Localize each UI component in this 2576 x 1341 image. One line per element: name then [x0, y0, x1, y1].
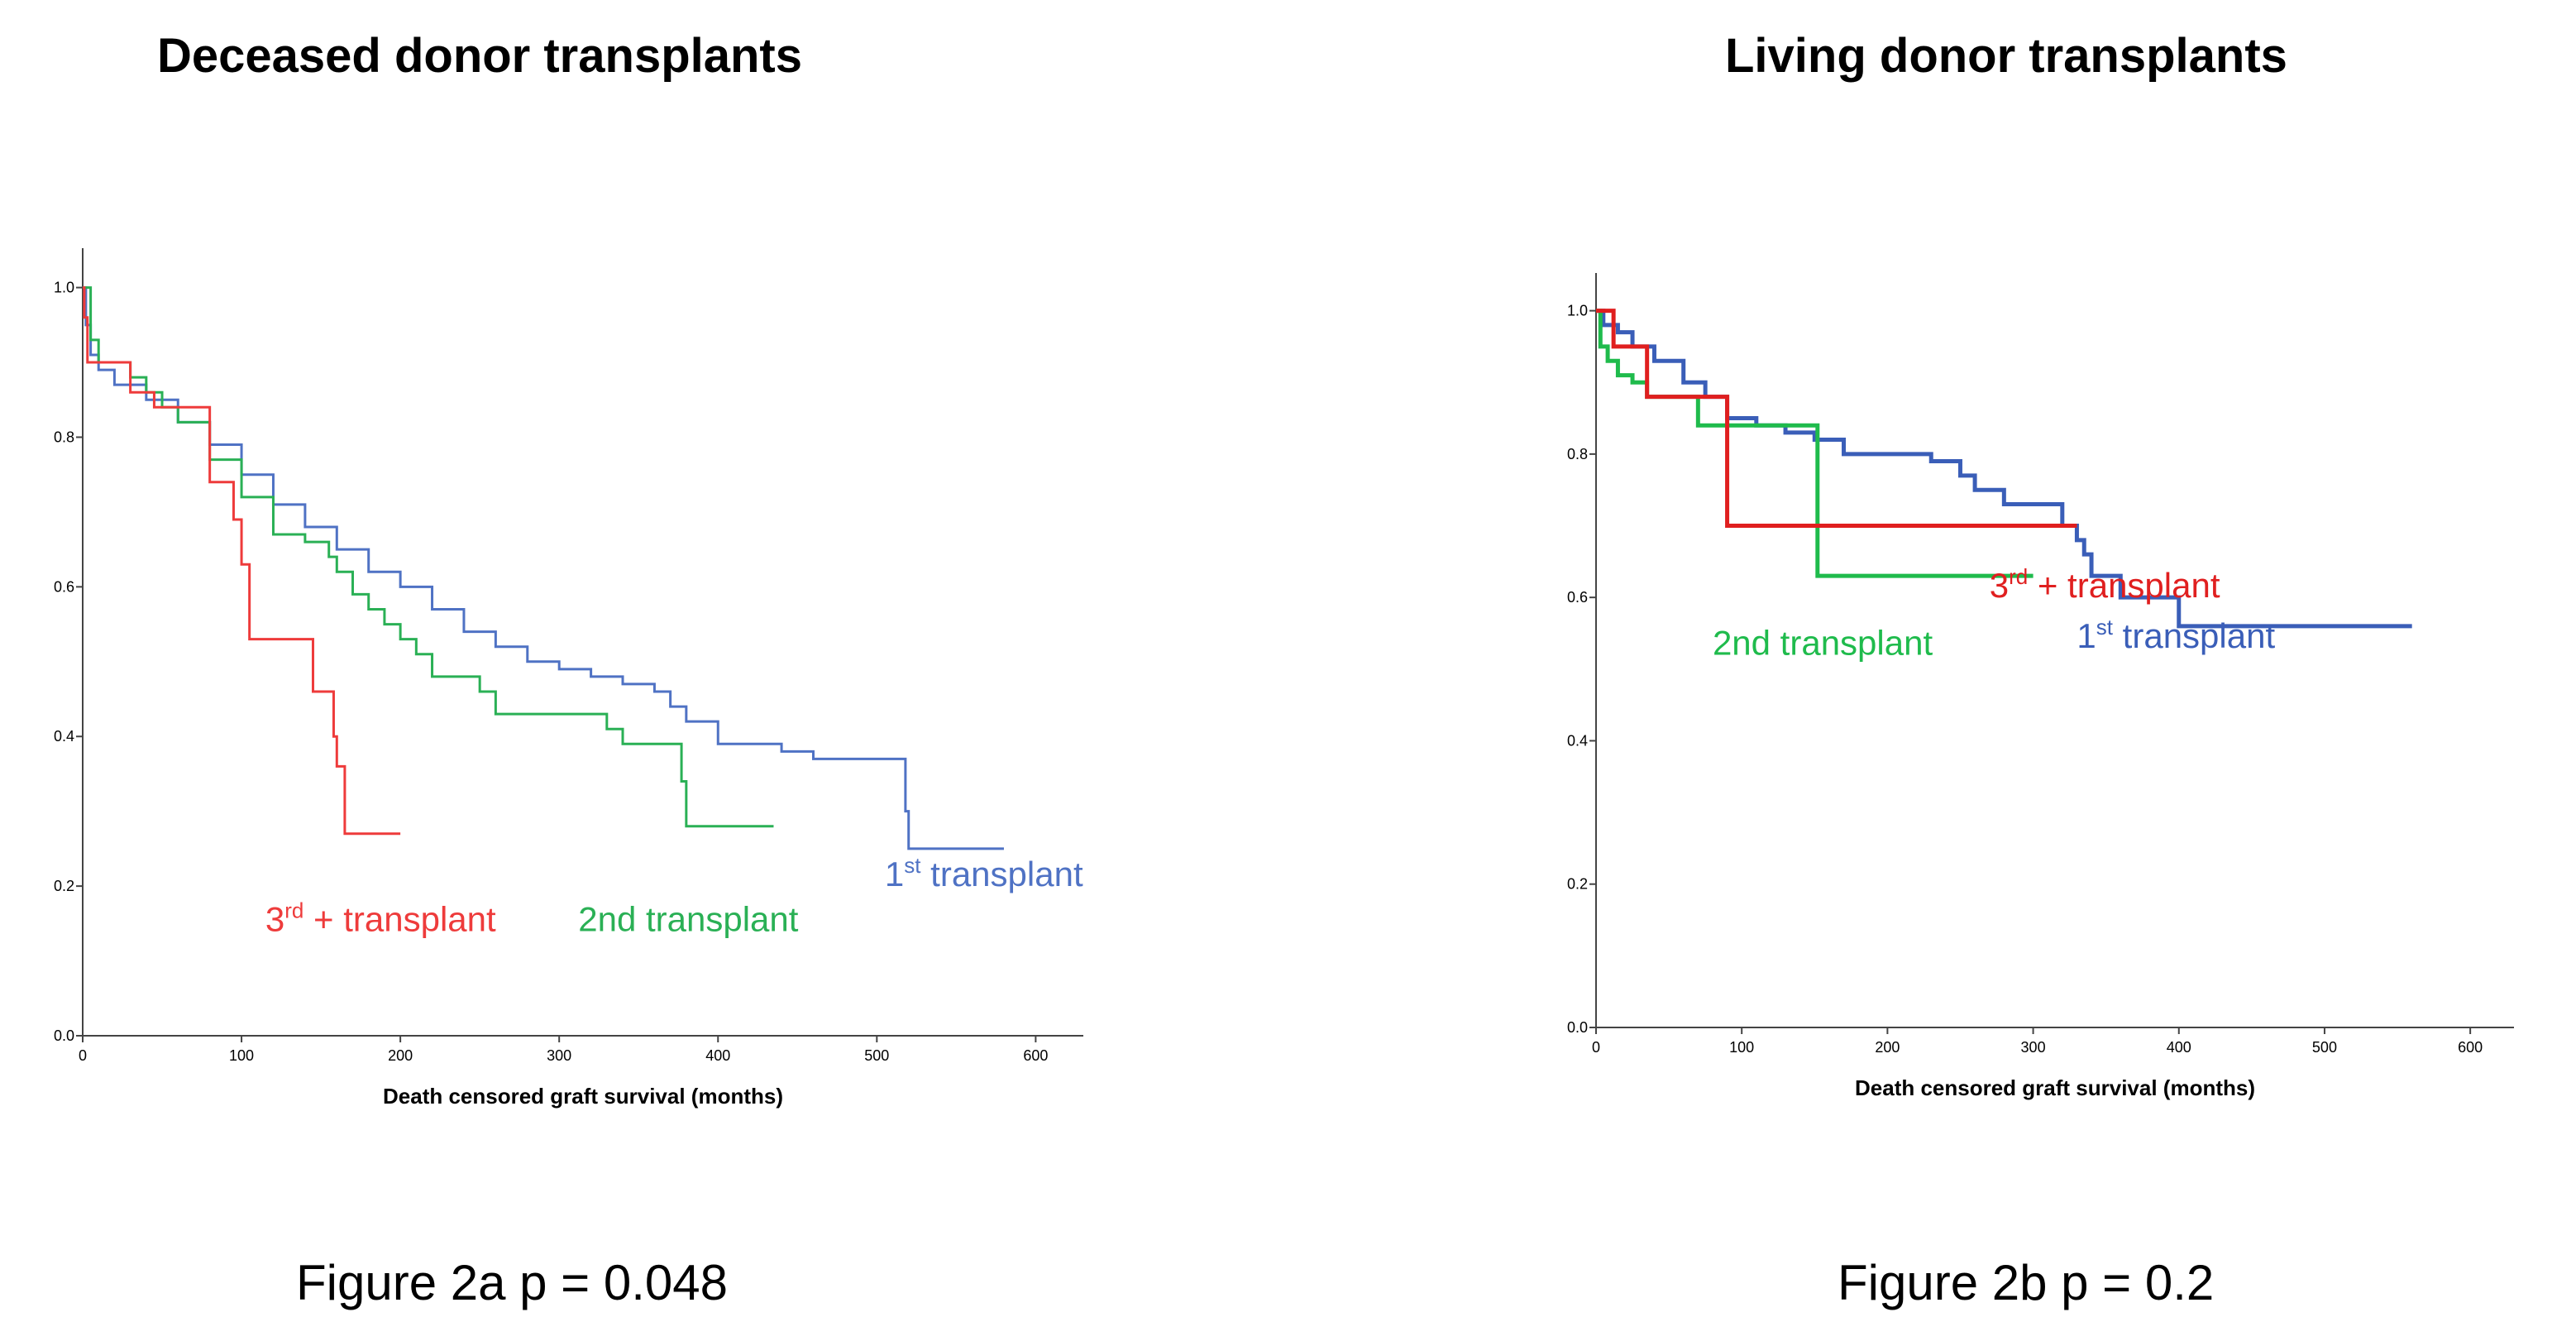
series-line-2nd-transplant [1596, 309, 2034, 578]
x-tick-label: 400 [2167, 1039, 2191, 1056]
panel-a-caption: Figure 2a p = 0.048 [296, 1255, 729, 1310]
x-axis-label: Death censored graft survival (months) [1855, 1075, 2255, 1100]
y-tick-label: 0.4 [54, 728, 74, 745]
chart-living-donor: 0.0 0.2 0.4 0.6 0.8 1.0 0 100 200 300 400 500 600 Dea… [1567, 273, 2514, 1100]
y-tick-label: 0.0 [1567, 1019, 1588, 1036]
series-label: 1st transplant [2077, 615, 2275, 655]
y-tick-label: 0.6 [54, 578, 74, 595]
series-label: 3rd + transplant [1990, 564, 2220, 605]
panel-a-title: Deceased donor transplants [157, 29, 802, 83]
x-tick-label: 0 [1592, 1039, 1600, 1056]
series-line-1st-transplant [83, 286, 1004, 850]
y-tick-label: 0.8 [1567, 446, 1588, 462]
x-tick-label: 500 [2312, 1039, 2337, 1056]
x-tick-label: 500 [864, 1047, 889, 1064]
y-tick-label: 0.4 [1567, 732, 1588, 749]
series-line-3rd-transplant [83, 286, 401, 836]
x-tick-label: 300 [2021, 1039, 2046, 1056]
x-tick-label: 600 [1023, 1047, 1048, 1064]
x-tick-label: 200 [388, 1047, 413, 1064]
series-line-2nd-transplant [83, 286, 774, 828]
panel-b-caption: Figure 2b p = 0.2 [1838, 1255, 2215, 1310]
series-line-1st-transplant [1596, 309, 2412, 629]
y-tick-label: 1.0 [54, 280, 74, 296]
y-tick-label: 1.0 [1567, 303, 1588, 319]
series-label: 3rd + transplant [265, 898, 496, 938]
panel-b-title: Living donor transplants [1725, 29, 2287, 83]
x-tick-label: 100 [229, 1047, 254, 1064]
x-tick-label: 0 [79, 1047, 87, 1064]
x-tick-label: 300 [547, 1047, 571, 1064]
y-tick-label: 0.0 [54, 1027, 74, 1044]
series-label: 2nd transplant [578, 899, 799, 938]
chart-deceased-donor: 0.0 0.2 0.4 0.6 0.8 1.0 0 100 200 300 400 500 600 Dea… [54, 248, 1083, 1109]
y-tick-label: 0.8 [54, 429, 74, 445]
x-tick-label: 400 [705, 1047, 730, 1064]
x-tick-label: 200 [1875, 1039, 1900, 1056]
y-tick-label: 0.6 [1567, 589, 1588, 606]
series-line-3rd-transplant [1596, 309, 2077, 529]
x-tick-label: 100 [1729, 1039, 1754, 1056]
y-tick-label: 0.2 [1567, 876, 1588, 893]
series-label: 2nd transplant [1713, 623, 1933, 662]
y-tick-label: 0.2 [54, 878, 74, 894]
series-label: 1st transplant [885, 853, 1083, 893]
x-tick-label: 600 [2458, 1039, 2483, 1056]
x-axis-label: Death censored graft survival (months) [383, 1084, 783, 1109]
